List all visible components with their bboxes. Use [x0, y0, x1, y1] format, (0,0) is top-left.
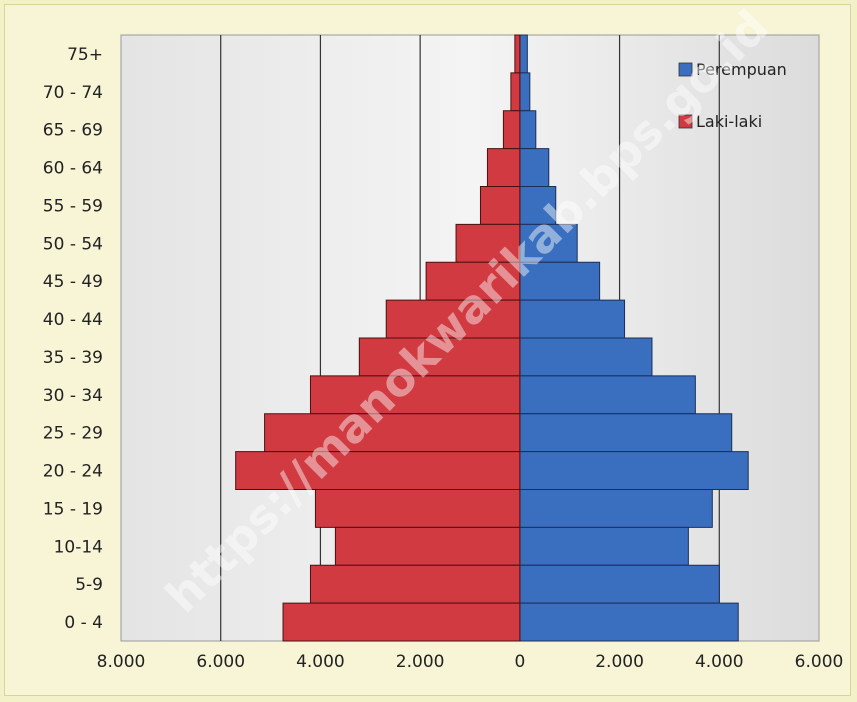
bar-laki-laki	[282, 602, 521, 642]
x-tick-label: 6.000	[196, 652, 245, 672]
legend-label: Perempuan	[696, 60, 787, 79]
y-tick-labels: 75+ 70 - 74 65 - 69 60 - 64 55 - 59 50 - 54 45…	[43, 45, 103, 633]
bar-perempuan	[519, 489, 713, 528]
y-tick-label: 0 - 4	[64, 613, 103, 633]
y-tick-label: 5-9	[75, 575, 103, 595]
y-tick-label: 55 - 59	[43, 196, 103, 216]
bar-perempuan	[519, 526, 689, 566]
bar-laki-laki	[309, 375, 521, 415]
y-tick-label: 40 - 44	[43, 310, 103, 330]
y-tick-label: 50 - 54	[43, 234, 103, 254]
bar-laki-laki	[425, 261, 521, 301]
bar-laki-laki	[264, 413, 521, 453]
y-tick-label: 60 - 64	[43, 159, 103, 179]
x-tick-label: 2.000	[396, 652, 445, 672]
x-tick-label: 4.000	[296, 652, 345, 672]
bar-perempuan	[519, 564, 720, 604]
legend-label: Laki-laki	[696, 112, 762, 131]
bar-laki-laki	[514, 34, 521, 74]
population-pyramid-chart: 75+ 70 - 74 65 - 69 60 - 64 55 - 59 50 - 54 45…	[43, 34, 844, 672]
legend: Perempuan Laki-laki	[678, 60, 787, 131]
legend-swatch	[678, 114, 693, 129]
bar-perempuan	[519, 451, 749, 490]
x-tick-label: 8.000	[97, 652, 146, 672]
bar-laki-laki	[502, 110, 521, 150]
bar-laki-laki	[455, 223, 521, 263]
bar-perempuan	[519, 110, 537, 150]
x-tick-label: 2.000	[595, 652, 644, 672]
chart-frame: 75+ 70 - 74 65 - 69 60 - 64 55 - 59 50 - 54 45…	[4, 0, 851, 696]
bars	[235, 34, 749, 642]
bar-perempuan	[519, 34, 528, 74]
bar-perempuan	[519, 223, 578, 263]
bar-laki-laki	[479, 186, 521, 225]
bar-perempuan	[519, 602, 739, 642]
y-tick-label: 20 - 24	[43, 462, 103, 482]
y-tick-label: 15 - 19	[43, 499, 103, 519]
y-tick-label: 75+	[67, 45, 103, 65]
y-tick-label: 35 - 39	[43, 348, 103, 368]
y-tick-label: 10-14	[54, 537, 103, 557]
bar-laki-laki	[314, 489, 521, 528]
y-tick-label: 70 - 74	[43, 83, 103, 103]
x-tick-label: 0	[514, 652, 525, 672]
bar-perempuan	[519, 261, 601, 301]
bar-perempuan	[519, 72, 531, 112]
bar-perempuan	[519, 148, 550, 187]
bar-laki-laki	[309, 564, 521, 604]
x-tick-label: 6.000	[795, 652, 844, 672]
y-tick-label: 65 - 69	[43, 121, 103, 141]
y-tick-label: 45 - 49	[43, 272, 103, 292]
bar-laki-laki	[334, 526, 521, 566]
bar-perempuan	[519, 337, 653, 377]
x-tick-label: 4.000	[695, 652, 744, 672]
bar-perempuan	[519, 186, 557, 225]
bar-perempuan	[519, 299, 626, 339]
bar-laki-laki	[235, 451, 521, 490]
x-tick-labels: 8.000 6.000 4.000 2.000 0 2.000 4.000 6.000	[97, 652, 844, 672]
y-tick-label: 25 - 29	[43, 424, 103, 444]
bar-laki-laki	[510, 72, 521, 112]
y-tick-label: 30 - 34	[43, 386, 103, 406]
bar-perempuan	[519, 413, 733, 453]
legend-swatch	[678, 62, 693, 77]
bar-laki-laki	[486, 148, 521, 187]
bar-perempuan	[519, 375, 696, 415]
bar-laki-laki	[358, 337, 521, 377]
bar-laki-laki	[385, 299, 521, 339]
